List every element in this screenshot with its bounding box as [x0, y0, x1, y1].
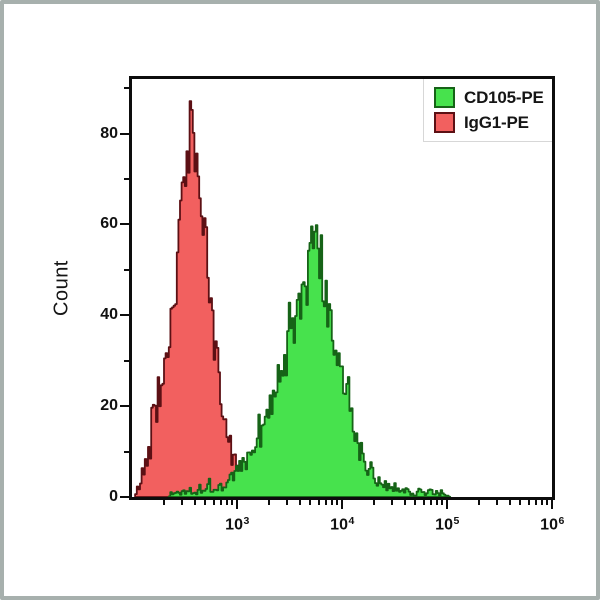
tick-mark — [317, 500, 320, 505]
tick-mark — [236, 500, 238, 509]
tick-mark — [120, 314, 129, 317]
legend-item-cd105: CD105-PE — [434, 87, 546, 108]
tick-mark — [446, 500, 448, 509]
tick-mark — [286, 500, 289, 505]
legend-label-igg1: IgG1-PE — [464, 112, 529, 132]
tick-mark — [231, 500, 234, 505]
tick-mark — [435, 500, 438, 505]
tick-mark — [204, 500, 207, 505]
tick-mark — [429, 500, 432, 505]
tick-mark — [124, 268, 129, 271]
tick-mark — [477, 500, 480, 505]
y-tick-label: 0 — [109, 488, 118, 505]
tick-mark — [496, 500, 499, 505]
tick-mark — [546, 500, 549, 505]
legend-swatch-igg1 — [434, 112, 455, 133]
tick-mark — [120, 132, 129, 135]
tick-mark — [162, 500, 165, 505]
tick-mark — [336, 500, 339, 505]
tick-mark — [414, 500, 417, 505]
tick-mark — [309, 500, 312, 505]
tick-mark — [372, 500, 375, 505]
y-tick-label: 40 — [100, 306, 118, 324]
tick-mark — [324, 500, 327, 505]
histogram-cd105-pe — [167, 224, 452, 497]
tick-mark — [181, 500, 184, 505]
tick-mark — [120, 223, 129, 226]
tick-mark — [194, 500, 197, 505]
tick-mark — [330, 500, 333, 505]
legend-item-igg1: IgG1-PE — [434, 112, 546, 133]
tick-mark — [422, 500, 425, 505]
tick-mark — [534, 500, 537, 505]
tick-mark — [404, 500, 407, 505]
x-tick-label: 104 — [330, 515, 355, 534]
y-tick-label: 80 — [100, 124, 118, 142]
x-tick-label: 103 — [225, 515, 250, 534]
tick-mark — [267, 500, 270, 505]
tick-mark — [441, 500, 444, 505]
legend: CD105-PE IgG1-PE — [423, 79, 552, 142]
tick-mark — [212, 500, 215, 505]
tick-mark — [519, 500, 522, 505]
tick-mark — [341, 500, 343, 509]
tick-mark — [391, 500, 394, 505]
y-tick-label: 20 — [100, 397, 118, 415]
tick-mark — [225, 500, 228, 505]
y-axis-title: Count — [50, 260, 73, 316]
tick-mark — [124, 450, 129, 453]
x-tick-label: 106 — [540, 515, 565, 534]
legend-label-cd105: CD105-PE — [464, 87, 544, 107]
tick-mark — [219, 500, 222, 505]
tick-mark — [540, 500, 543, 505]
tick-mark — [124, 177, 129, 180]
tick-mark — [120, 496, 129, 498]
x-tick-label: 105 — [435, 515, 460, 534]
tick-mark — [124, 87, 129, 90]
y-tick-label: 60 — [100, 215, 118, 233]
tick-mark — [120, 405, 129, 408]
histogram-plot-area — [134, 100, 452, 497]
tick-mark — [509, 500, 512, 505]
histogram-igg1-pe — [134, 100, 268, 497]
tick-mark — [124, 359, 129, 362]
tick-mark — [551, 500, 553, 509]
tick-mark — [527, 500, 530, 505]
legend-swatch-cd105 — [434, 87, 455, 108]
tick-mark — [299, 500, 302, 505]
